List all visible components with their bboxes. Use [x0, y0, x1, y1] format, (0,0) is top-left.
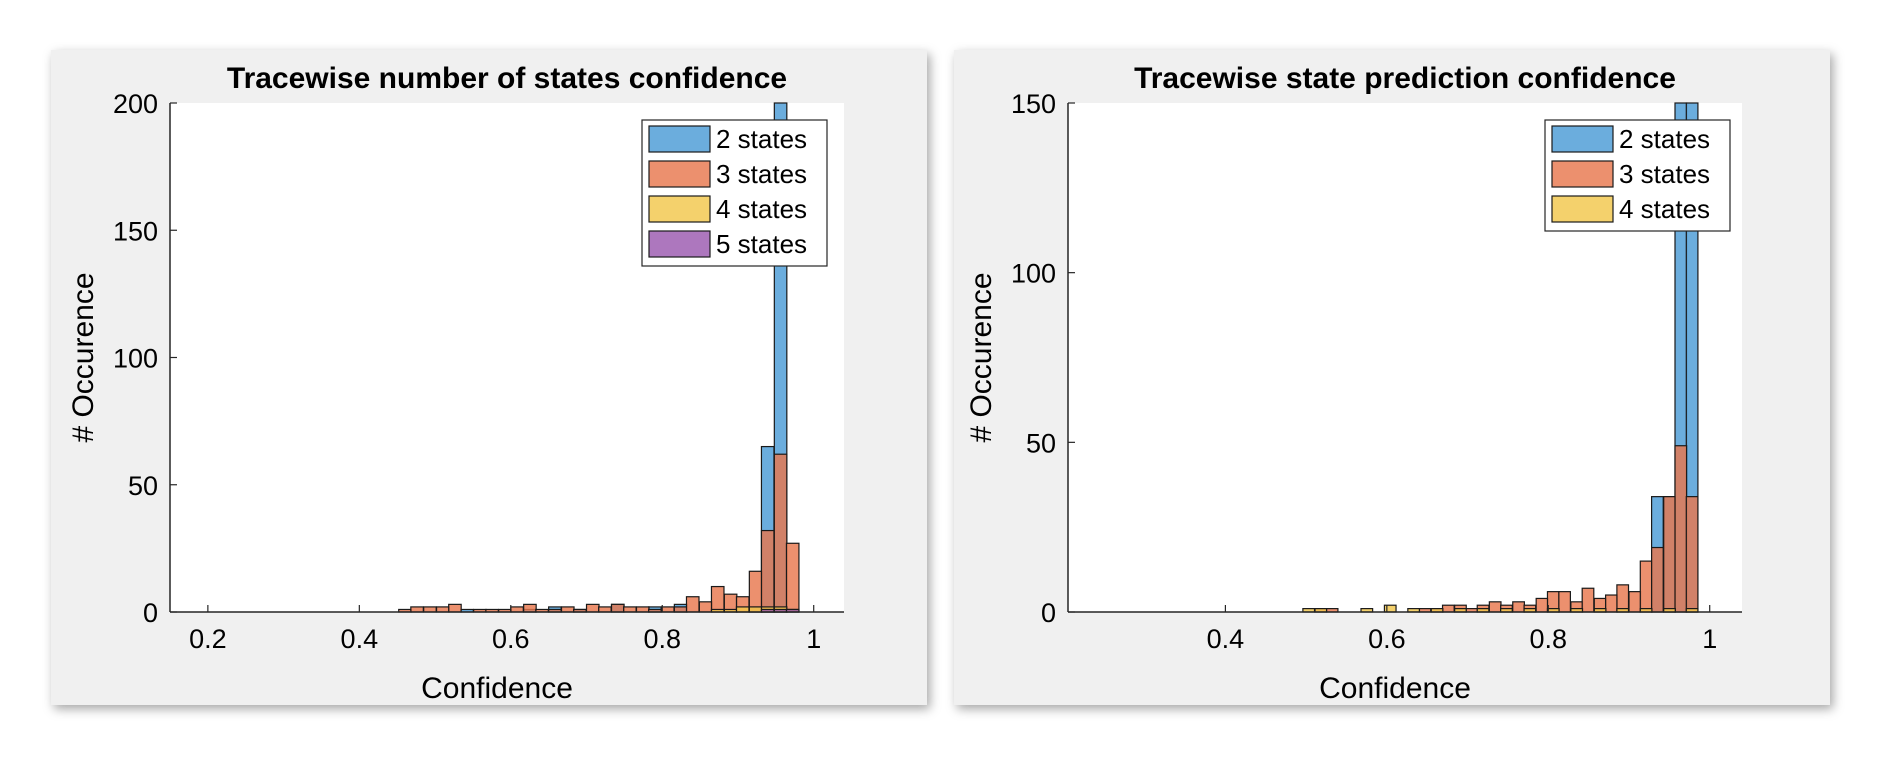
- y-tick-label: 150: [113, 216, 158, 246]
- y-tick-label: 0: [143, 598, 158, 628]
- histogram-bar: [1383, 604, 1397, 613]
- histogram-bar: [1604, 594, 1618, 613]
- histogram-bar: [1441, 604, 1455, 613]
- x-tick-label: 0.8: [643, 624, 681, 654]
- x-axis-label: Confidence: [1319, 672, 1471, 705]
- x-tick-label: 1: [806, 624, 821, 654]
- histogram-bar: [598, 606, 612, 613]
- histogram-bar: [1581, 587, 1595, 613]
- histogram-bar: [1558, 591, 1571, 613]
- series-2: [398, 453, 800, 613]
- x-tick-label: 1: [1702, 624, 1717, 654]
- legend-label: 2 states: [1619, 124, 1710, 154]
- histogram-bar: [610, 603, 625, 613]
- y-tick-label: 150: [1011, 89, 1056, 119]
- histogram-bar: [560, 606, 575, 613]
- histogram-bar: [660, 606, 675, 613]
- legend-swatch: [648, 125, 711, 153]
- legend-swatch: [1551, 160, 1614, 188]
- chart-title: Tracewise state prediction confidence: [1134, 62, 1676, 95]
- legend-label: 2 states: [716, 124, 807, 154]
- histogram-number-of-states: 0.2 0.4 0.6 0.8 1 0 50 100 150 200 Tracewise numbe…: [67, 62, 844, 705]
- histogram-bar: [685, 596, 700, 613]
- x-tick-label: 0.2: [189, 624, 227, 654]
- histogram-bar: [748, 606, 763, 613]
- histogram-bar: [1488, 601, 1502, 613]
- histogram-bar: [1674, 445, 1688, 613]
- histogram-bar: [698, 601, 713, 613]
- series-3: [1302, 604, 1699, 613]
- histogram-bar: [623, 606, 637, 613]
- y-tick-label: 50: [1026, 428, 1056, 458]
- histogram-bar: [1663, 496, 1676, 613]
- histogram-bar: [423, 606, 437, 613]
- legend-swatch: [648, 230, 711, 258]
- chart-panel-number-of-states: 0.2 0.4 0.6 0.8 1 0 50 100 150 200 Tracewise numbe…: [51, 50, 927, 705]
- histogram-bar: [673, 606, 688, 613]
- histogram-bar: [410, 606, 424, 613]
- chart-title: Tracewise number of states confidence: [227, 62, 787, 95]
- legend-swatch: [1551, 125, 1614, 153]
- histogram-bar: [1535, 597, 1549, 613]
- histogram-bar: [635, 606, 650, 613]
- x-tick-label: 0.8: [1530, 624, 1568, 654]
- y-axis-label: # Occurence: [67, 272, 100, 442]
- histogram-bar: [748, 570, 763, 613]
- histogram-bar: [510, 606, 524, 613]
- histogram-bar: [1616, 584, 1630, 613]
- histogram-bar: [435, 606, 450, 613]
- histogram-bar: [1650, 546, 1664, 613]
- legend-label: 5 states: [716, 229, 807, 259]
- histogram-bar: [1685, 496, 1699, 613]
- histogram-bar: [773, 453, 788, 613]
- histogram-bar: [1639, 560, 1653, 613]
- legend-label: 4 states: [716, 194, 807, 224]
- histogram-bar: [1628, 591, 1642, 613]
- legend-swatch: [1551, 195, 1614, 223]
- histogram-bar: [448, 603, 462, 613]
- legend-swatch: [648, 160, 711, 188]
- legend-label: 4 states: [1619, 194, 1710, 224]
- histogram-bar: [585, 603, 600, 613]
- y-tick-label: 100: [1011, 259, 1056, 289]
- x-axis-label: Confidence: [421, 672, 573, 705]
- legend-swatch: [648, 195, 711, 223]
- legend-label: 3 states: [1619, 159, 1710, 189]
- x-tick-label: 0.6: [1368, 624, 1406, 654]
- y-axis-label: # Occurence: [965, 272, 998, 442]
- histogram-state-prediction: 0.4 0.6 0.8 1 0 50 100 150 Tracewise state predi…: [965, 62, 1742, 705]
- x-tick-label: 0.6: [492, 624, 530, 654]
- y-tick-label: 200: [113, 89, 158, 119]
- histogram-bar: [760, 529, 775, 613]
- histogram-bar: [785, 542, 800, 613]
- legend-label: 3 states: [716, 159, 807, 189]
- y-tick-label: 0: [1041, 598, 1056, 628]
- x-tick-label: 0.4: [341, 624, 379, 654]
- histogram-bar: [710, 585, 725, 613]
- legend: 2 states 3 states 4 states: [1544, 119, 1731, 232]
- histogram-bar: [735, 606, 750, 613]
- y-tick-label: 50: [128, 471, 158, 501]
- histogram-bar: [1512, 601, 1525, 613]
- x-tick-label: 0.4: [1207, 624, 1245, 654]
- y-tick-label: 100: [113, 344, 158, 374]
- histogram-bar: [523, 603, 537, 613]
- chart-panel-state-prediction: 0.4 0.6 0.8 1 0 50 100 150 Tracewise state predi…: [954, 50, 1830, 705]
- legend: 2 states 3 states 4 states 5 states: [641, 119, 828, 267]
